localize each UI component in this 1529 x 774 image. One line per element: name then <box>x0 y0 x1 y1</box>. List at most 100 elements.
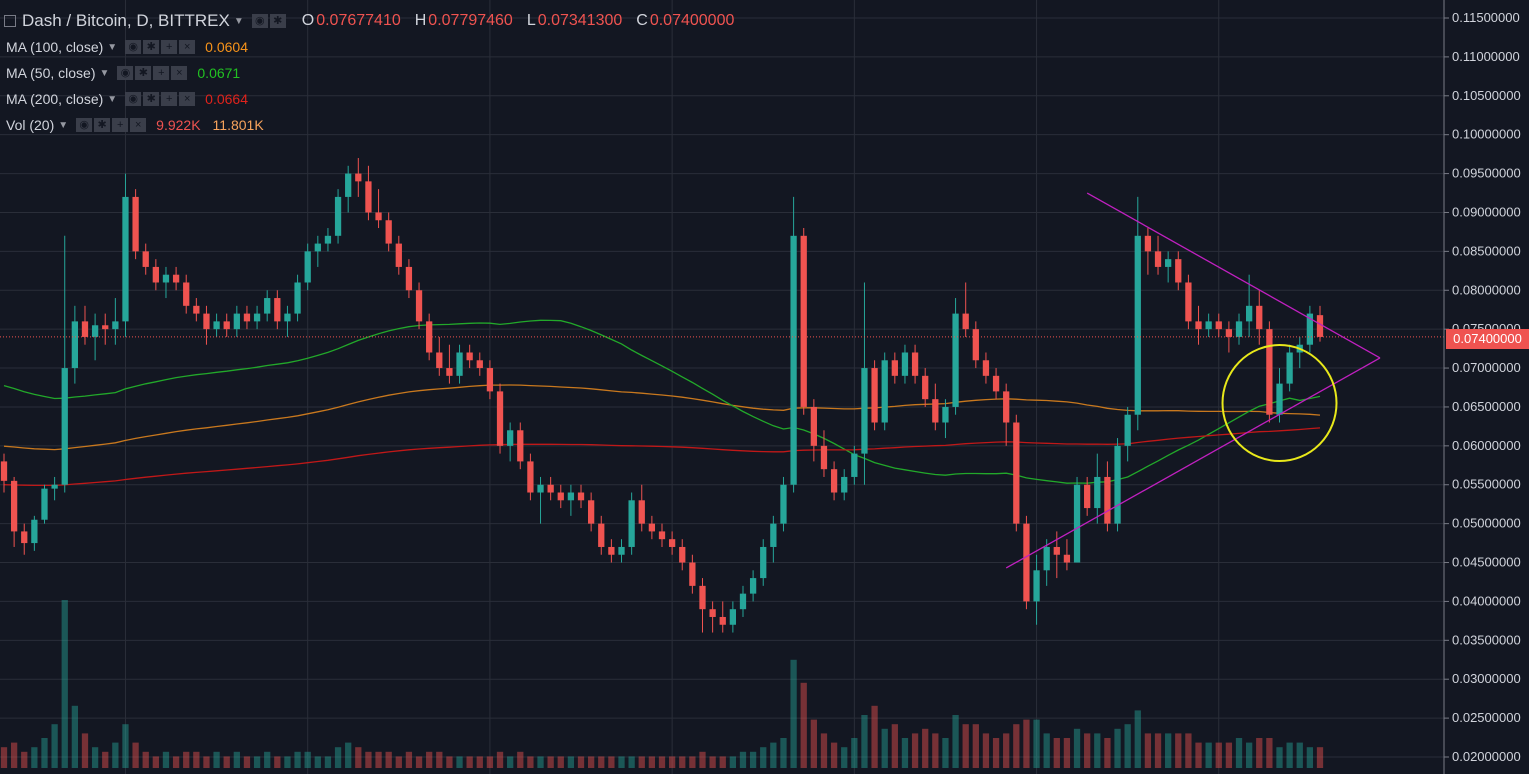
close-icon[interactable]: × <box>179 92 196 106</box>
volume-bar <box>284 756 291 768</box>
volume-bar <box>739 751 747 768</box>
candle-body <box>891 360 898 376</box>
volume-bar <box>122 724 129 768</box>
candle-body <box>760 546 767 579</box>
price-tick-label: 0.03000000 <box>1452 671 1521 686</box>
candle-body <box>304 251 311 283</box>
chart-legend: Dash / Bitcoin, D, BITTREX ▼ ◉ ✱ O 0.07677… <box>0 8 742 138</box>
chevron-down-icon[interactable]: ▼ <box>107 93 118 105</box>
eye-icon[interactable]: ◉ <box>76 118 93 132</box>
indicator-label[interactable]: Vol (20) <box>6 117 55 133</box>
candle-body <box>375 212 382 221</box>
plus-icon[interactable]: + <box>161 40 178 54</box>
candle-body <box>861 368 868 454</box>
volume-bar <box>253 756 261 768</box>
eye-icon[interactable]: ◉ <box>117 66 134 80</box>
volume-bar <box>426 751 433 768</box>
plus-icon[interactable]: + <box>161 92 178 106</box>
candle-body <box>790 235 797 485</box>
candle-body <box>952 313 959 407</box>
gear-icon[interactable]: ✱ <box>143 92 160 106</box>
volume-bar <box>486 756 494 768</box>
volume-bar <box>800 682 807 768</box>
indicator-label[interactable]: MA (200, close) <box>6 91 104 107</box>
volume-value: 9.922K <box>156 117 201 133</box>
candle-body <box>314 243 321 252</box>
eye-icon[interactable]: ◉ <box>125 92 142 106</box>
indicator-ma100[interactable]: MA (100, close) ▼ ◉ ✱ + × 0.0604 <box>0 34 742 60</box>
volume-bar <box>41 738 48 768</box>
gear-icon[interactable]: ✱ <box>269 14 286 28</box>
volume-bar <box>1073 728 1081 768</box>
indicator-label[interactable]: MA (100, close) <box>6 39 104 55</box>
candle-body <box>0 461 8 481</box>
indicator-ma200[interactable]: MA (200, close) ▼ ◉ ✱ + × 0.0664 <box>0 86 742 112</box>
volume-bar <box>658 756 666 768</box>
candle-body <box>91 325 99 337</box>
chevron-down-icon[interactable]: ▼ <box>233 15 244 27</box>
volume-bar <box>456 756 463 768</box>
indicator-label[interactable]: MA (50, close) <box>6 65 96 81</box>
candle-body <box>729 609 736 625</box>
volume-bar <box>1205 742 1212 768</box>
candle-body <box>962 313 969 330</box>
price-tick-label: 0.09500000 <box>1452 166 1521 181</box>
volume-bar <box>365 751 372 768</box>
volume-bar <box>1043 733 1050 768</box>
gear-icon[interactable]: ✱ <box>143 40 160 54</box>
volume-bar <box>1256 738 1263 768</box>
candle-body <box>881 360 888 423</box>
symbol-title[interactable]: Dash / Bitcoin, D, BITTREX <box>22 11 230 30</box>
volume-bar <box>446 756 453 768</box>
close-icon[interactable]: × <box>130 118 147 132</box>
chevron-down-icon[interactable]: ▼ <box>107 41 118 53</box>
volume-bar <box>243 756 251 768</box>
close-icon[interactable]: × <box>179 40 196 54</box>
volume-bar <box>749 751 757 768</box>
price-tick-label: 0.06000000 <box>1452 438 1521 453</box>
chevron-down-icon[interactable]: ▼ <box>58 119 69 131</box>
indicator-value: 0.0671 <box>197 65 241 81</box>
volume-bar <box>1144 733 1152 768</box>
volume-bar <box>1276 747 1283 768</box>
candle-body <box>709 609 716 617</box>
volume-bar <box>517 751 524 768</box>
plus-icon[interactable]: + <box>153 66 170 80</box>
gear-icon[interactable]: ✱ <box>135 66 152 80</box>
volume-bar <box>415 756 423 768</box>
symbol-buttons: ◉ ✱ <box>251 14 286 28</box>
volume-bar <box>132 742 139 768</box>
candle-body <box>274 298 281 322</box>
volume-bar <box>91 747 99 768</box>
candle-body <box>1215 321 1222 330</box>
candle-body <box>112 321 119 330</box>
candle-body <box>345 173 352 197</box>
volume-bar <box>71 705 78 768</box>
eye-icon[interactable]: ◉ <box>125 40 142 54</box>
chevron-down-icon[interactable]: ▼ <box>99 67 110 79</box>
indicator-ma50[interactable]: MA (50, close) ▼ ◉ ✱ + × 0.0671 <box>0 60 742 86</box>
volume-bar <box>618 756 625 768</box>
volume-bar <box>557 756 564 768</box>
close-icon[interactable]: × <box>171 66 188 80</box>
gear-icon[interactable]: ✱ <box>94 118 111 132</box>
collapse-icon[interactable] <box>4 15 16 27</box>
volume-bar <box>334 747 342 768</box>
candle-body <box>1276 383 1283 415</box>
price-tick-label: 0.11500000 <box>1452 10 1520 25</box>
volume-bar <box>51 724 58 768</box>
volume-bar <box>233 751 240 768</box>
volume-bar <box>223 756 230 768</box>
low-label: L <box>526 12 536 29</box>
volume-bar <box>1235 738 1243 768</box>
indicator-volume[interactable]: Vol (20) ▼ ◉ ✱ + × 9.922K 11.801K <box>0 112 742 138</box>
plus-icon[interactable]: + <box>112 118 129 132</box>
candle-body <box>1316 315 1324 337</box>
volume-bar <box>213 751 220 768</box>
volume-bar <box>638 756 645 768</box>
candle-body <box>122 196 129 322</box>
eye-icon[interactable]: ◉ <box>251 14 268 28</box>
candle-body <box>567 492 575 501</box>
candle-body <box>1053 546 1060 555</box>
